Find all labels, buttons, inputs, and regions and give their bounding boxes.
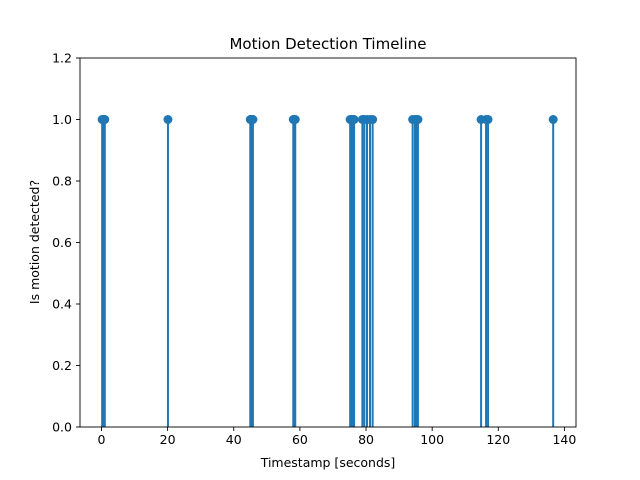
x-tick-label: 0	[98, 432, 106, 447]
y-tick-label: 1.2	[52, 51, 72, 66]
x-tick-label: 120	[486, 432, 510, 447]
x-tick-label: 60	[292, 432, 308, 447]
stem-marker	[163, 115, 173, 124]
y-tick-label: 0.2	[52, 358, 72, 373]
plot-area	[80, 58, 576, 427]
y-tick-label: 1.0	[52, 112, 72, 127]
stem-marker	[349, 115, 359, 124]
stem-marker	[290, 115, 300, 124]
x-tick-label: 100	[420, 432, 444, 447]
stem-series	[97, 115, 558, 427]
axes: 0 20 40 60 80 100 120 140 0.0 0.2 0.4 0.6 0.8 1.0 1.2	[52, 51, 577, 447]
stem-marker	[368, 115, 378, 124]
stem-marker	[100, 115, 110, 124]
y-tick-label: 0.4	[52, 297, 72, 312]
y-tick-label: 0.6	[52, 235, 72, 250]
y-axis-label: Is motion detected?	[27, 180, 42, 304]
stem-marker	[548, 115, 558, 124]
stem-marker	[248, 115, 258, 124]
x-tick-label: 40	[226, 432, 242, 447]
y-tick-label: 0.0	[52, 420, 72, 435]
chart-title: Motion Detection Timeline	[229, 35, 426, 53]
y-tick-label: 0.8	[52, 174, 72, 189]
x-tick-label: 80	[358, 432, 374, 447]
x-tick-label: 20	[160, 432, 176, 447]
x-axis-label: Timestamp [seconds]	[260, 455, 396, 470]
stem-marker	[413, 115, 423, 124]
stem-marker	[483, 115, 493, 124]
x-tick-label: 140	[552, 432, 576, 447]
